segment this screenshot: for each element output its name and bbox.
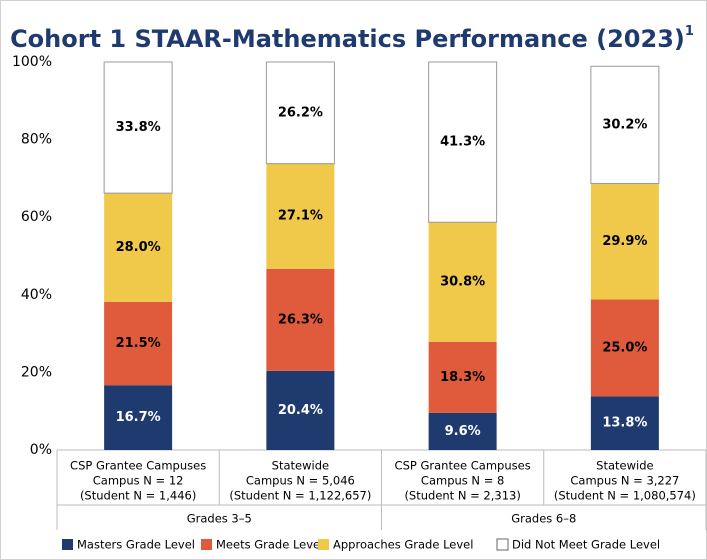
x-tick-label: (Student N = 1,122,657) bbox=[229, 489, 371, 503]
bar-segment bbox=[428, 341, 497, 413]
y-tick-label: 60% bbox=[21, 209, 52, 225]
legend-swatch bbox=[201, 539, 212, 550]
bar-segment bbox=[428, 61, 498, 223]
title-superscript: 1 bbox=[685, 24, 694, 39]
x-tick-label: Campus N = 8 bbox=[421, 474, 504, 488]
group-label: Grades 6–8 bbox=[511, 512, 576, 526]
bar-segment bbox=[428, 412, 497, 450]
bar-segment bbox=[428, 222, 497, 342]
y-tick-label: 40% bbox=[21, 287, 52, 303]
y-tick-label: 100% bbox=[12, 54, 52, 70]
legend-swatch bbox=[496, 538, 509, 551]
x-tick-label: Statewide bbox=[272, 459, 329, 473]
value-label: 25.0% bbox=[602, 340, 647, 355]
bar-segment bbox=[104, 385, 173, 450]
value-label: 41.3% bbox=[440, 135, 485, 150]
legend-label: Meets Grade Level bbox=[216, 538, 323, 552]
bar-segment bbox=[590, 183, 659, 300]
group-label: Grades 3–5 bbox=[187, 512, 252, 526]
legend-label: Did Not Meet Grade Level bbox=[512, 538, 660, 552]
value-label: 28.0% bbox=[116, 240, 161, 255]
x-tick-label: Campus N = 5,046 bbox=[246, 474, 355, 488]
y-tick-label: 80% bbox=[21, 132, 52, 148]
value-label: 33.8% bbox=[116, 120, 161, 135]
bar-segment bbox=[266, 268, 335, 371]
bar-segment bbox=[590, 65, 660, 184]
value-label: 20.4% bbox=[278, 403, 323, 418]
value-label: 26.2% bbox=[278, 105, 323, 120]
chart-title: Cohort 1 STAAR-Mathematics Performance (… bbox=[10, 24, 694, 54]
value-label: 18.3% bbox=[440, 370, 485, 385]
x-tick-label: Statewide bbox=[596, 459, 653, 473]
x-tick-label: (Student N = 2,313) bbox=[404, 489, 520, 503]
bar-segment bbox=[266, 163, 335, 269]
x-tick-label: CSP Grantee Campuses bbox=[70, 459, 206, 473]
legend-label: Masters Grade Level bbox=[77, 538, 195, 552]
value-label: 13.8% bbox=[602, 416, 647, 431]
x-tick-label: (Student N = 1,080,574) bbox=[554, 489, 696, 503]
legend-swatch bbox=[62, 539, 73, 550]
x-tick-label: Campus N = 3,227 bbox=[570, 474, 679, 488]
value-label: 29.9% bbox=[602, 234, 647, 249]
bar-segment bbox=[265, 61, 335, 165]
value-label: 26.3% bbox=[278, 312, 323, 327]
y-tick-label: 0% bbox=[30, 442, 52, 458]
x-tick-label: (Student N = 1,446) bbox=[80, 489, 196, 503]
bar-segment bbox=[590, 299, 659, 397]
value-label: 30.2% bbox=[602, 117, 647, 132]
legend-swatch bbox=[318, 539, 329, 550]
value-label: 21.5% bbox=[116, 336, 161, 351]
legend-label: Approaches Grade Level bbox=[333, 538, 473, 552]
bar-segment bbox=[103, 61, 173, 194]
value-label: 9.6% bbox=[445, 424, 481, 439]
bar-segment bbox=[590, 396, 659, 450]
y-tick-label: 20% bbox=[21, 364, 52, 380]
bar-segment bbox=[104, 193, 173, 302]
bar-segment bbox=[104, 301, 173, 386]
value-label: 27.1% bbox=[278, 209, 323, 224]
value-label: 30.8% bbox=[440, 274, 485, 289]
x-tick-label: Campus N = 12 bbox=[93, 474, 184, 488]
title-text: Cohort 1 STAAR-Mathematics Performance (… bbox=[10, 25, 685, 53]
value-label: 16.7% bbox=[116, 410, 161, 425]
bar-segment bbox=[266, 370, 335, 450]
x-tick-label: CSP Grantee Campuses bbox=[395, 459, 531, 473]
